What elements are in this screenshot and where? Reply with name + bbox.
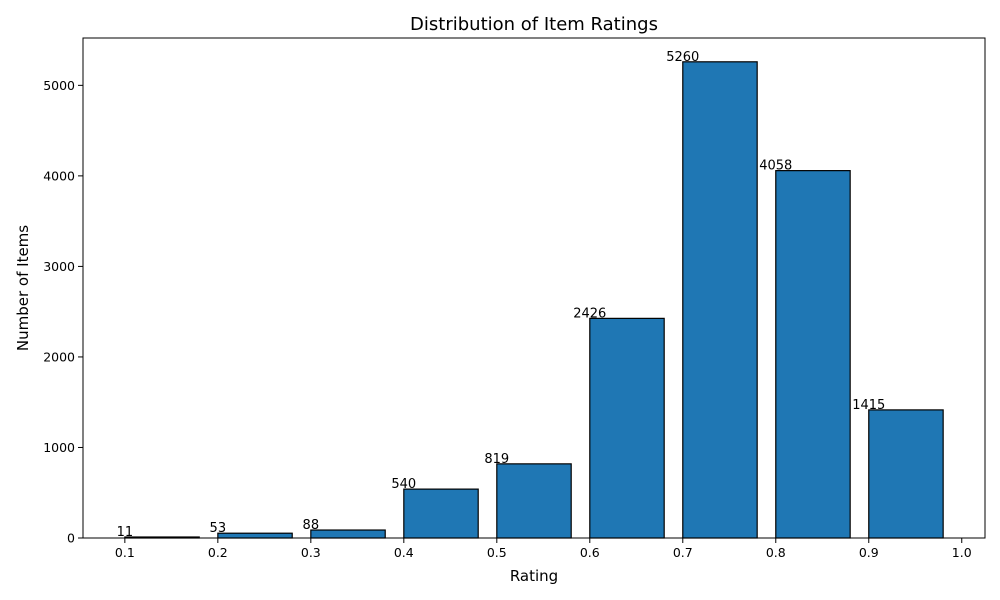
data-label-2: 88 bbox=[303, 518, 320, 533]
y-tick-label-1: 1000 bbox=[43, 440, 75, 455]
y-axis-label: Number of Items bbox=[14, 225, 32, 351]
data-label-3: 540 bbox=[391, 477, 416, 492]
bar-4 bbox=[496, 463, 572, 539]
y-tick-label-0: 0 bbox=[67, 531, 75, 546]
bar-1 bbox=[217, 532, 293, 539]
x-tick-label-1: 0.2 bbox=[208, 545, 228, 560]
x-tick-label-0: 0.1 bbox=[115, 545, 135, 560]
x-tick-label-7: 0.8 bbox=[766, 545, 786, 560]
bar-3 bbox=[403, 488, 479, 539]
data-label-5: 2426 bbox=[573, 306, 606, 321]
chart-title: Distribution of Item Ratings bbox=[410, 14, 658, 35]
x-axis: 0.1 0.2 0.3 0.4 0.5 0.6 0.7 0.8 0.9 1.0 bbox=[115, 538, 972, 560]
data-labels-layer: 11 53 88 540 819 2426 5260 4058 1415 bbox=[117, 50, 886, 540]
x-tick-label-9: 1.0 bbox=[952, 545, 972, 560]
plot-frame bbox=[82, 37, 986, 539]
x-tick-label-3: 0.4 bbox=[394, 545, 414, 560]
x-tick-label-6: 0.7 bbox=[673, 545, 693, 560]
y-axis: 0 1000 2000 3000 4000 5000 bbox=[43, 78, 83, 546]
bars-layer bbox=[124, 61, 944, 539]
data-label-1: 53 bbox=[210, 521, 227, 536]
bar-6 bbox=[682, 61, 758, 539]
bar-5 bbox=[589, 317, 665, 539]
bar-2 bbox=[310, 529, 386, 539]
y-tick-label-5: 5000 bbox=[43, 78, 75, 93]
bar-7 bbox=[775, 170, 851, 539]
y-tick-label-4: 4000 bbox=[43, 168, 75, 183]
data-label-4: 819 bbox=[484, 452, 509, 467]
data-label-6: 5260 bbox=[666, 50, 699, 65]
x-tick-label-5: 0.6 bbox=[580, 545, 600, 560]
data-label-0: 11 bbox=[117, 525, 134, 540]
bar-8 bbox=[868, 409, 944, 539]
x-tick-label-8: 0.9 bbox=[859, 545, 879, 560]
y-tick-label-2: 2000 bbox=[43, 349, 75, 364]
data-label-8: 1415 bbox=[852, 398, 885, 413]
x-axis-label: Rating bbox=[510, 567, 558, 585]
x-tick-label-2: 0.3 bbox=[301, 545, 321, 560]
y-tick-label-3: 3000 bbox=[43, 259, 75, 274]
x-tick-label-4: 0.5 bbox=[487, 545, 507, 560]
data-label-7: 4058 bbox=[759, 159, 792, 174]
